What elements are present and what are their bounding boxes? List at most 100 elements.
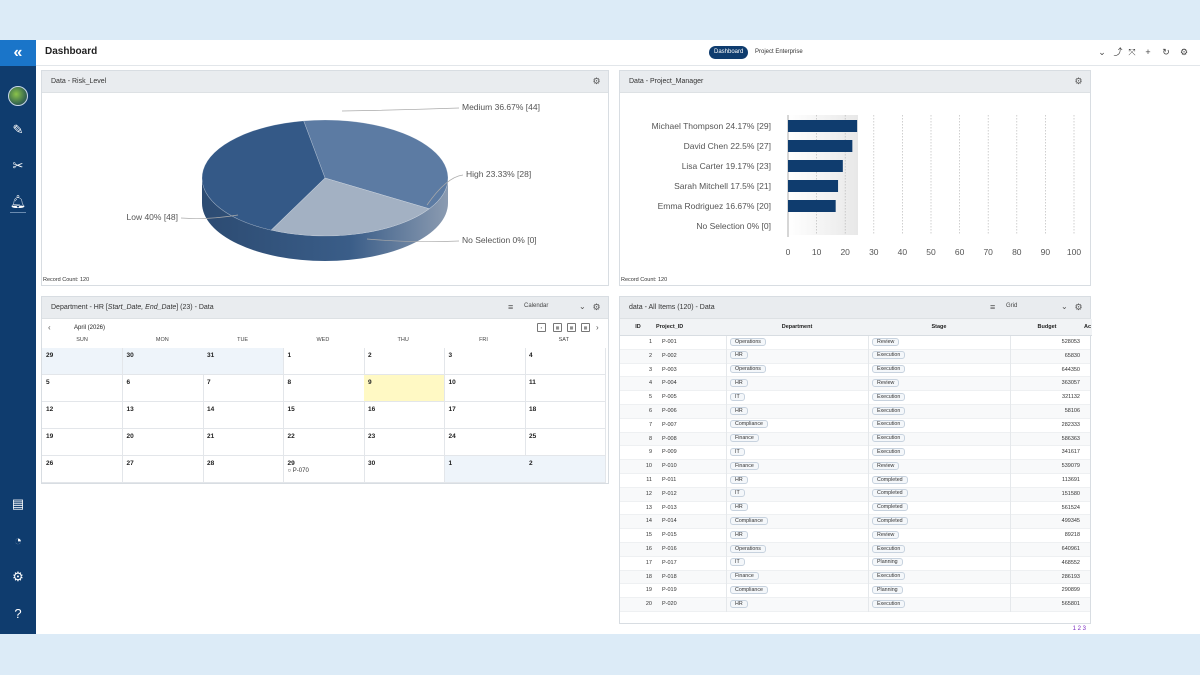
calendar-event[interactable]: ○ P-070 bbox=[287, 468, 309, 474]
pie-slice-high[interactable] bbox=[270, 177, 430, 237]
table-row[interactable]: 4 P-004 HR Review 363057 bbox=[620, 377, 1090, 392]
tools-icon[interactable]: ✂ bbox=[12, 158, 24, 173]
year-view-icon[interactable]: ▦ bbox=[581, 323, 590, 332]
table-row[interactable]: 18 P-018 Finance Execution 286193 bbox=[620, 570, 1090, 585]
pagination[interactable]: 1 2 3 bbox=[1072, 626, 1086, 632]
calendar-day-cell[interactable]: 24 bbox=[444, 429, 526, 456]
calendar-day-cell[interactable]: 12 bbox=[42, 402, 123, 429]
calendar-day-cell[interactable]: 31 bbox=[203, 348, 284, 375]
panel-settings-gear-icon[interactable]: ⚙ bbox=[592, 302, 601, 312]
calendar-day-cell[interactable]: 22 bbox=[283, 429, 365, 456]
chevron-down-icon[interactable]: ⌄ bbox=[1061, 302, 1068, 311]
calendar-day-cell[interactable]: 3 bbox=[444, 348, 526, 375]
calendar-day-cell[interactable]: 25 bbox=[525, 429, 606, 456]
notification-bell-icon[interactable]: 🔔︎ bbox=[9, 194, 27, 209]
table-row[interactable]: 16 P-016 Operations Execution 640961 bbox=[620, 543, 1090, 557]
bar[interactable] bbox=[788, 140, 853, 152]
filter-icon[interactable]: ≡ bbox=[990, 302, 996, 312]
column-header[interactable]: Ac bbox=[1084, 319, 1092, 336]
table-row[interactable]: 19 P-019 Compliance Planning 290899 bbox=[620, 584, 1090, 599]
calendar-day-cell[interactable]: 17 bbox=[444, 402, 526, 429]
calendar-day-cell[interactable]: 19 bbox=[42, 429, 123, 456]
prev-month-icon[interactable]: ‹ bbox=[48, 323, 51, 332]
pie-slice-medium[interactable] bbox=[303, 119, 449, 210]
settings-gear-icon[interactable]: ⚙ bbox=[1179, 47, 1189, 57]
panel-settings-gear-icon[interactable]: ⚙ bbox=[1074, 302, 1083, 312]
help-icon[interactable]: ? bbox=[14, 606, 22, 621]
table-row[interactable]: 5 P-005 IT Execution 321132 bbox=[620, 391, 1090, 405]
calendar-day-cell[interactable]: 23 bbox=[364, 429, 445, 456]
bar[interactable] bbox=[788, 200, 836, 212]
panel-settings-gear-icon[interactable]: ⚙ bbox=[1074, 76, 1083, 86]
calendar-day-cell[interactable]: 21 bbox=[203, 429, 284, 456]
table-row[interactable]: 9 P-009 IT Execution 341617 bbox=[620, 446, 1090, 461]
calendar-day-cell[interactable]: 9 bbox=[364, 375, 445, 402]
calendar-day-cell[interactable]: 2 bbox=[364, 348, 445, 375]
month-view-icon[interactable]: ▦ bbox=[567, 323, 576, 332]
calendar-day-cell[interactable]: 18 bbox=[525, 402, 606, 429]
calendar-day-cell[interactable]: 14 bbox=[203, 402, 284, 429]
analytics-icon[interactable]: ◔ bbox=[14, 533, 22, 548]
next-month-icon[interactable]: › bbox=[596, 323, 599, 332]
calendar-day-cell[interactable]: 11 bbox=[525, 375, 606, 402]
calendar-day-cell[interactable]: 29 bbox=[42, 348, 123, 375]
table-row[interactable]: 10 P-010 Finance Review 539079 bbox=[620, 460, 1090, 474]
table-row[interactable]: 11 P-011 HR Completed 113691 bbox=[620, 474, 1090, 488]
avatar[interactable] bbox=[8, 86, 28, 106]
week-view-icon[interactable]: ▦ bbox=[553, 323, 562, 332]
calendar-day-cell[interactable]: 30 bbox=[364, 456, 445, 483]
calendar-day-cell[interactable]: 15 bbox=[283, 402, 365, 429]
table-row[interactable]: 8 P-008 Finance Execution 586363 bbox=[620, 432, 1090, 447]
tab-dashboard[interactable]: Dashboard bbox=[709, 46, 749, 59]
table-row[interactable]: 6 P-006 HR Execution 58106 bbox=[620, 405, 1090, 419]
refresh-icon[interactable]: ↻ bbox=[1162, 47, 1170, 57]
table-row[interactable]: 12 P-012 IT Completed 151580 bbox=[620, 487, 1090, 502]
table-row[interactable]: 2 P-002 HR Execution 65830 bbox=[620, 349, 1090, 364]
calendar-day-cell[interactable]: 28 bbox=[203, 456, 284, 483]
today-icon[interactable]: ▪ bbox=[537, 323, 546, 332]
calendar-day-cell[interactable]: 13 bbox=[122, 402, 204, 429]
table-row[interactable]: 15 P-015 HR Review 89218 bbox=[620, 529, 1090, 543]
view-selector[interactable]: Grid bbox=[1006, 303, 1018, 309]
column-header[interactable]: Project_ID bbox=[656, 319, 726, 336]
column-header[interactable]: Stage bbox=[868, 319, 1010, 336]
bar[interactable] bbox=[788, 160, 843, 172]
table-row[interactable]: 1 P-001 Operations Review 528053 bbox=[620, 336, 1090, 350]
calendar-day-cell[interactable]: 1 bbox=[283, 348, 365, 375]
add-icon[interactable]: + bbox=[1145, 47, 1151, 57]
view-selector[interactable]: Calendar bbox=[524, 303, 549, 309]
calendar-day-cell[interactable]: 8 bbox=[283, 375, 365, 402]
calendar-day-cell[interactable]: 30 bbox=[122, 348, 204, 375]
chevron-down-icon[interactable]: ⌄ bbox=[1098, 47, 1106, 57]
calendar-day-cell[interactable]: 29 ○ P-070 bbox=[283, 456, 365, 483]
share-icon[interactable]: ⤴ bbox=[1113, 47, 1123, 57]
edit-icon[interactable]: ✎ bbox=[12, 122, 24, 137]
column-header[interactable]: Department bbox=[726, 319, 868, 336]
column-header[interactable]: ID bbox=[620, 319, 656, 336]
table-row[interactable]: 7 P-007 Compliance Execution 282333 bbox=[620, 418, 1090, 433]
table-row[interactable]: 17 P-017 IT Planning 468552 bbox=[620, 556, 1090, 571]
table-row[interactable]: 3 P-003 Operations Execution 644350 bbox=[620, 363, 1090, 378]
table-row[interactable]: 14 P-014 Compliance Completed 499345 bbox=[620, 515, 1090, 530]
column-header[interactable]: Budget bbox=[1010, 319, 1084, 336]
calendar-day-cell[interactable]: 10 bbox=[444, 375, 526, 402]
calendar-day-cell[interactable]: 7 bbox=[203, 375, 284, 402]
tab-project-enterprise[interactable]: Project Enterprise bbox=[755, 49, 803, 55]
calendar-day-cell[interactable]: 2 bbox=[525, 456, 606, 483]
bar[interactable] bbox=[788, 120, 858, 132]
bar[interactable] bbox=[788, 180, 839, 192]
app-logo-icon[interactable]: « bbox=[0, 40, 36, 66]
calendar-day-cell[interactable]: 5 bbox=[42, 375, 123, 402]
calendar-day-cell[interactable]: 27 bbox=[122, 456, 204, 483]
settings-gear-icon[interactable]: ⚙ bbox=[12, 569, 24, 584]
calendar-day-cell[interactable]: 16 bbox=[364, 402, 445, 429]
calendar-day-cell[interactable]: 1 bbox=[444, 456, 526, 483]
panel-settings-gear-icon[interactable]: ⚙ bbox=[592, 76, 601, 86]
filter-icon[interactable]: ≡ bbox=[508, 302, 514, 312]
pie-slice-low[interactable] bbox=[201, 120, 326, 231]
calendar-day-cell[interactable]: 6 bbox=[122, 375, 204, 402]
calendar-day-cell[interactable]: 26 bbox=[42, 456, 123, 483]
expand-icon[interactable]: ⤧ bbox=[1128, 47, 1136, 57]
calendar-day-cell[interactable]: 20 bbox=[122, 429, 204, 456]
chevron-down-icon[interactable]: ⌄ bbox=[579, 302, 586, 311]
